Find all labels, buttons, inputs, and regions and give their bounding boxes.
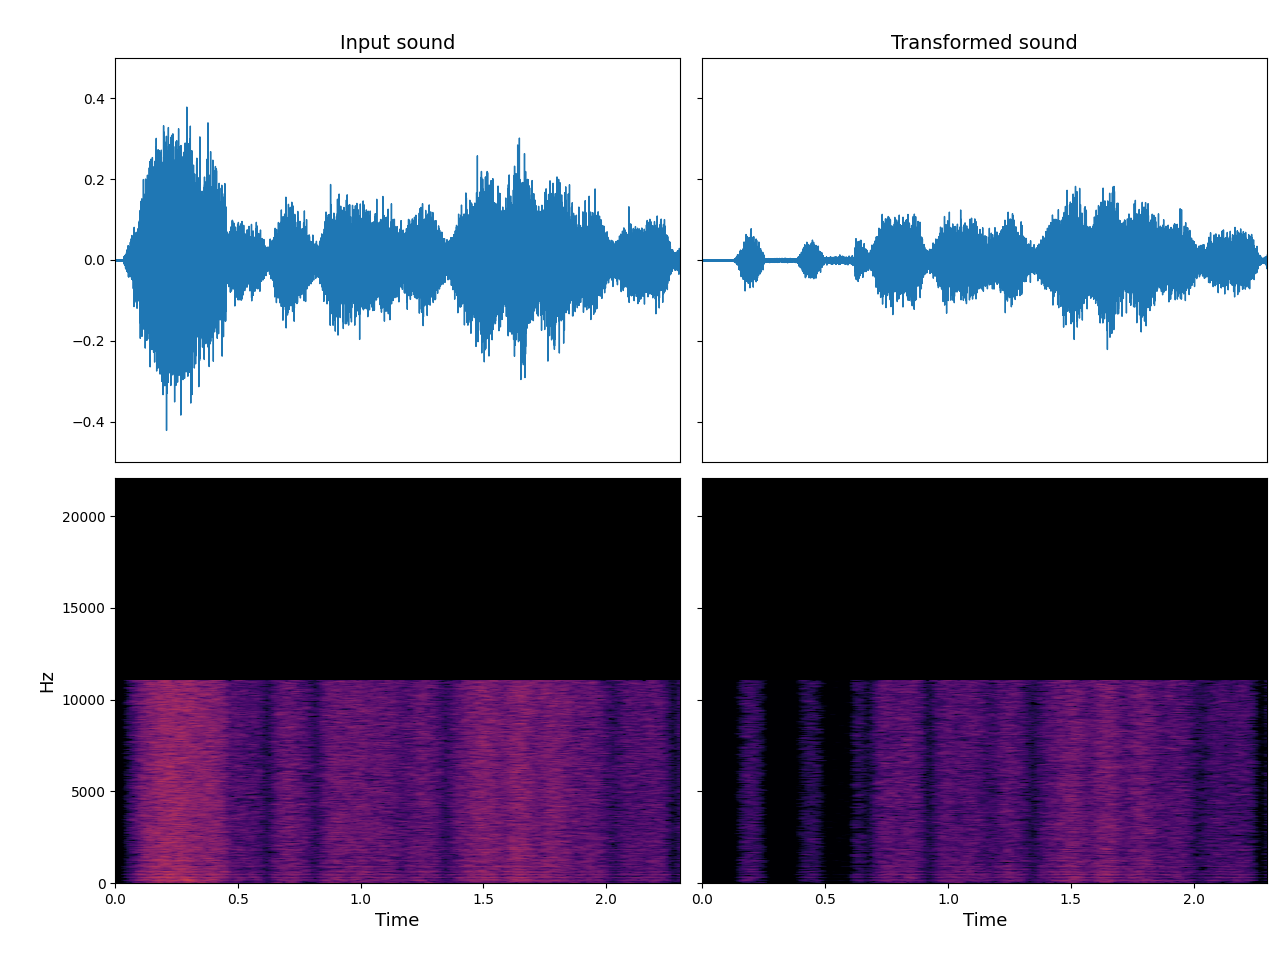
X-axis label: Time: Time (375, 912, 420, 930)
Title: Transformed sound: Transformed sound (891, 35, 1078, 53)
Title: Input sound: Input sound (340, 35, 456, 53)
X-axis label: Time: Time (963, 912, 1007, 930)
Y-axis label: Hz: Hz (38, 669, 56, 692)
